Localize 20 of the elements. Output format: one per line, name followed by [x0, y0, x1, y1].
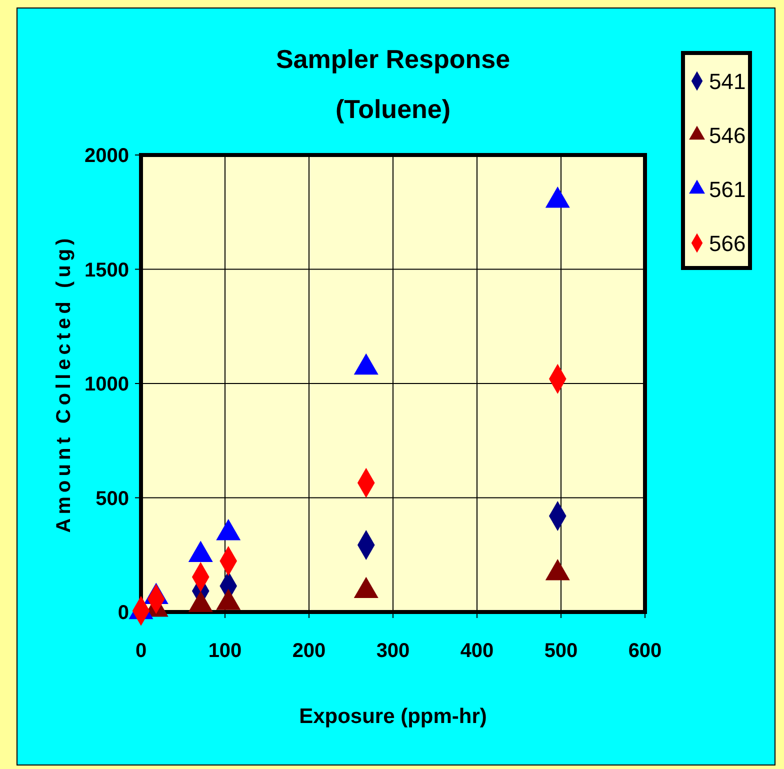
legend-label: 566 [709, 231, 746, 256]
y-tick-label: 1500 [84, 259, 129, 282]
x-tick-label: 300 [376, 640, 410, 662]
x-tick-label: 400 [460, 640, 494, 662]
x-tick-label: 200 [292, 640, 326, 662]
x-tick-label: 0 [135, 640, 147, 662]
y-tick-label: 0 [118, 602, 129, 624]
x-tick-label: 500 [544, 640, 578, 662]
legend-label: 561 [709, 177, 746, 202]
y-tick-label: 1000 [84, 374, 129, 396]
x-tick-label: 100 [208, 640, 242, 662]
chart-title: Sampler Response [276, 44, 510, 74]
y-tick-label: 500 [96, 488, 129, 510]
legend-label: 546 [709, 123, 746, 148]
x-axis-title: Exposure (ppm-hr) [299, 705, 487, 728]
x-tick-label: 600 [628, 640, 662, 662]
y-axis-title: Amount Collected (ug) [53, 234, 75, 533]
legend-label: 541 [709, 69, 746, 94]
y-tick-label: 2000 [84, 145, 129, 167]
chart-subtitle: (Toluene) [335, 94, 451, 124]
